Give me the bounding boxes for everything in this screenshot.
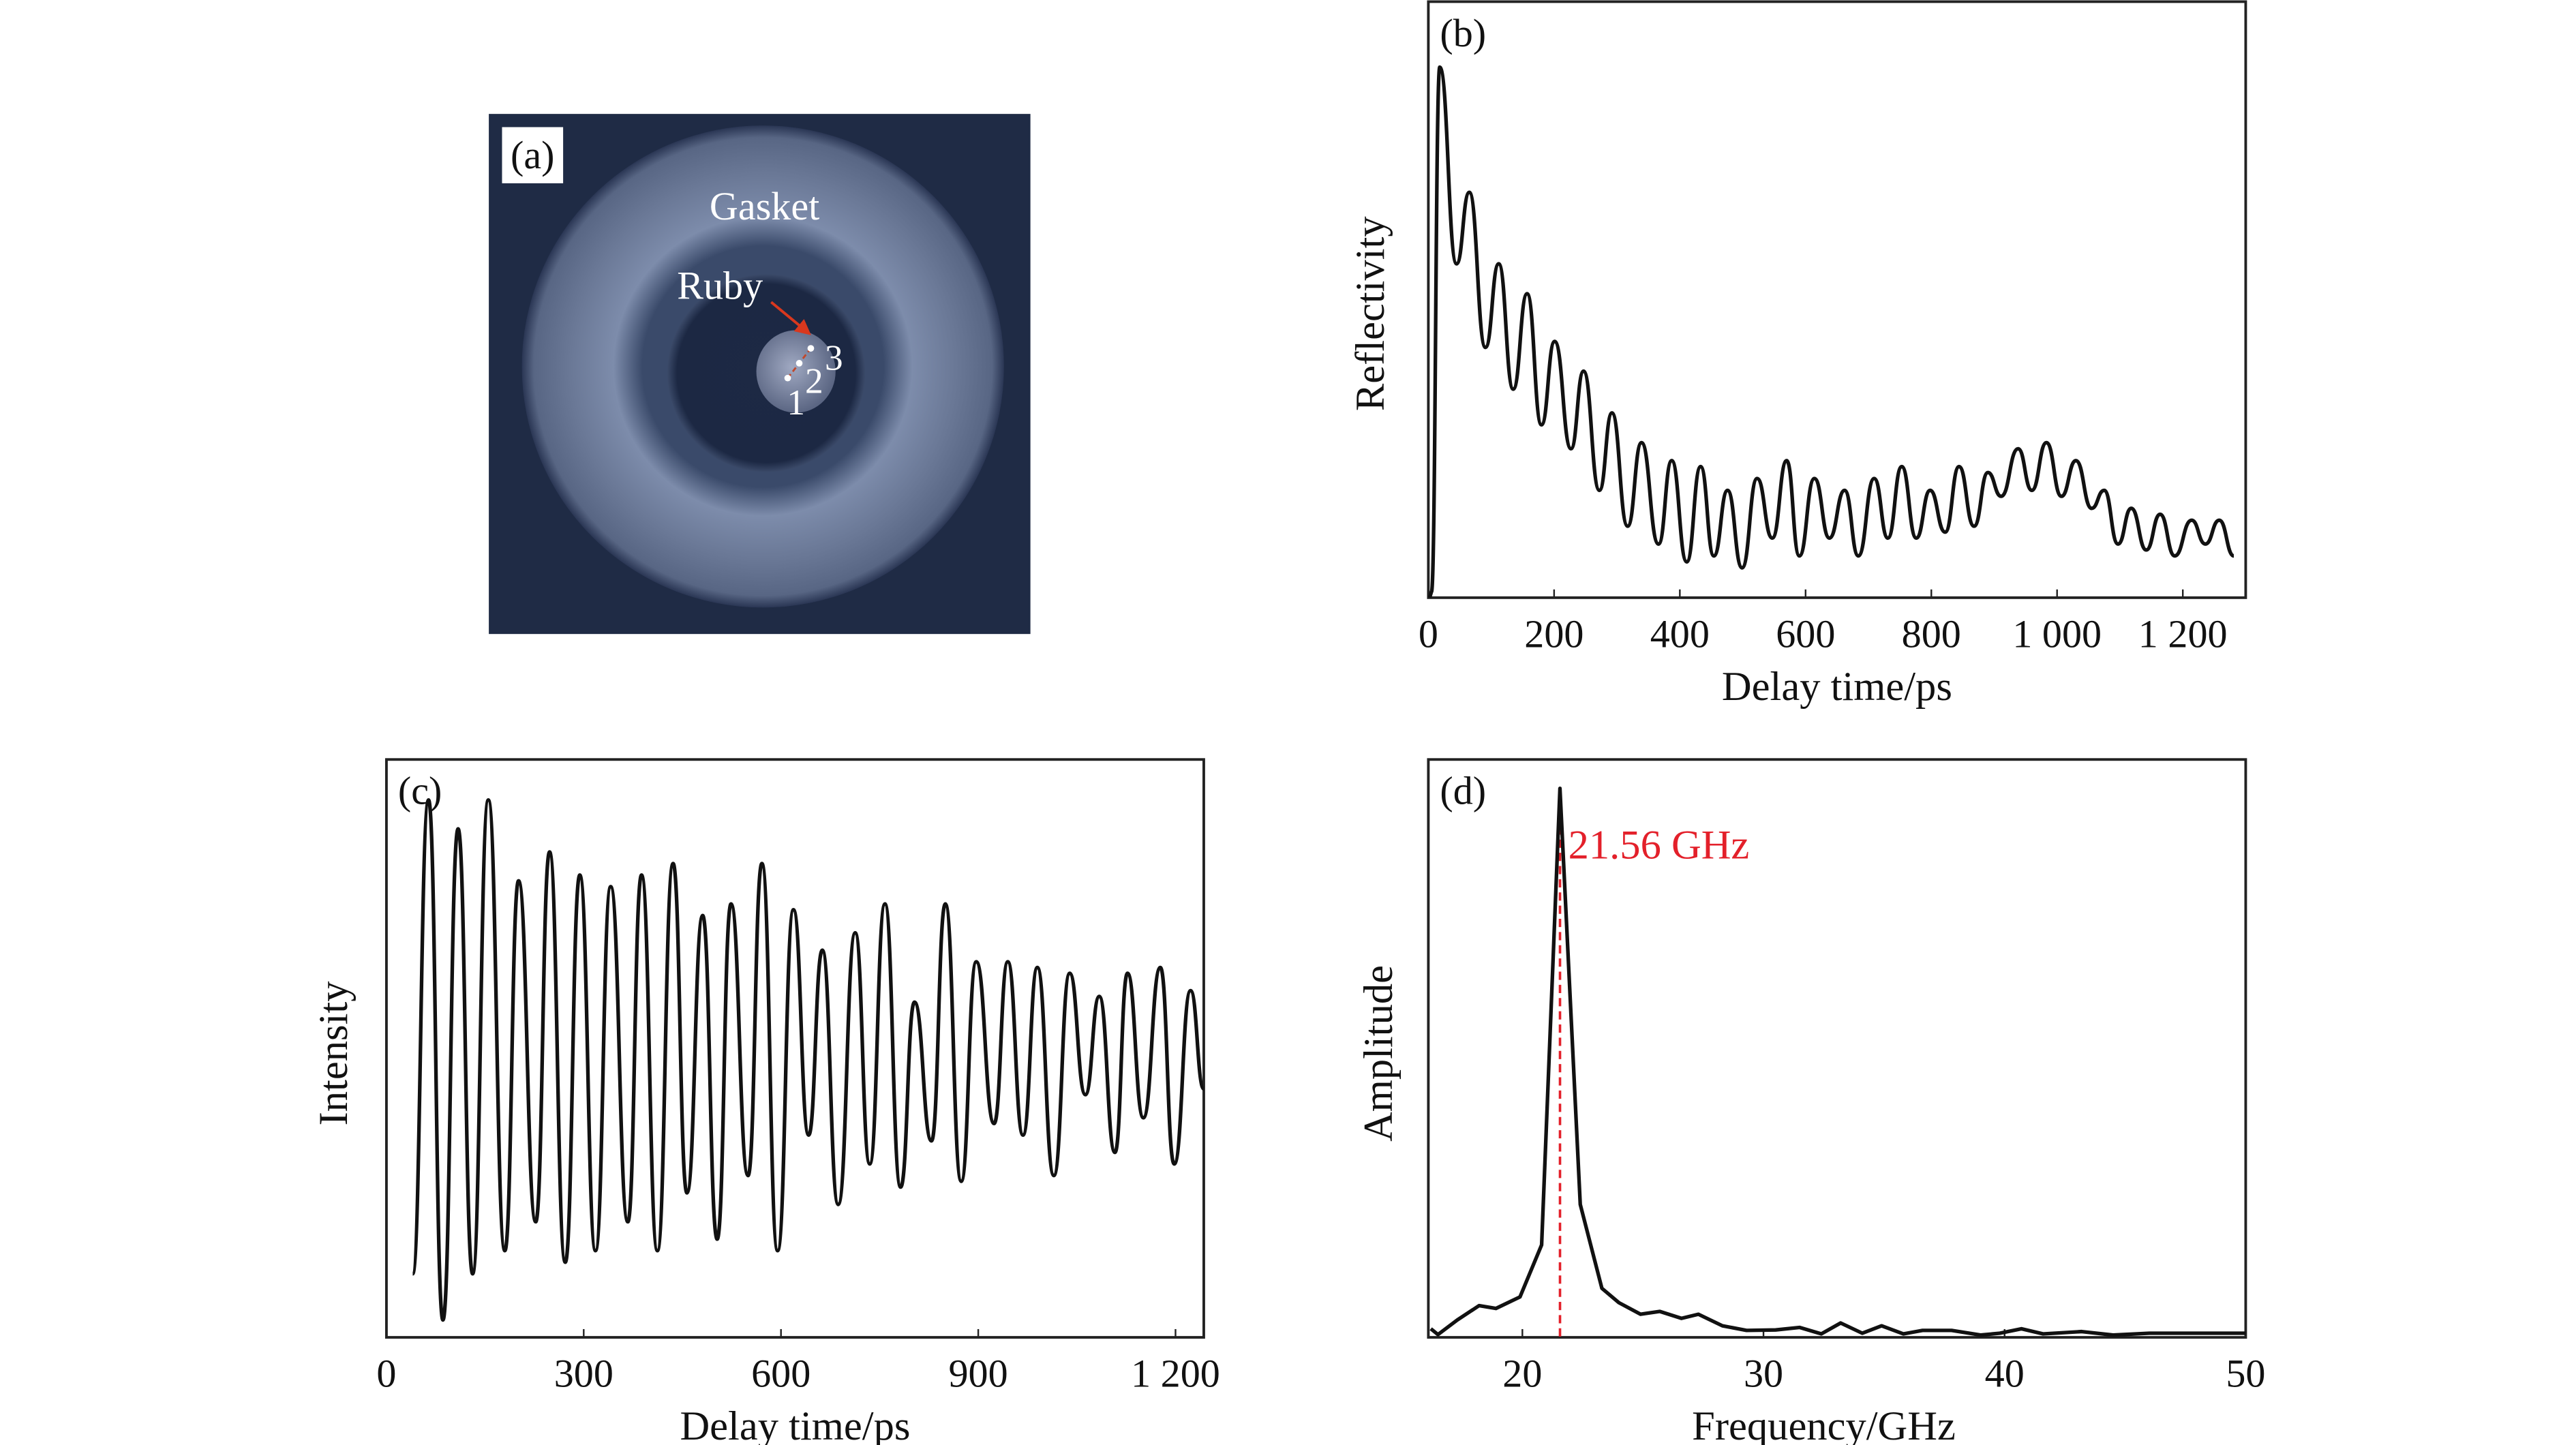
y-axis-label: Amplitude [1356,965,1401,1142]
plot-frame [1427,758,2247,1339]
x-tick-label: 200 [1524,612,1584,656]
measurement-point-2 [795,360,803,367]
x-tick-label: 0 [376,1352,396,1396]
y-axis-label: Intensity [311,981,357,1126]
ruby-sample [756,330,836,413]
panel-a-photo: (a) Gasket Ruby 1 2 3 [489,114,1031,635]
ruby-label: Ruby [677,263,763,307]
x-tick-label: 1 200 [2138,612,2228,656]
panel-a-label: (a) [511,133,555,177]
x-tick-label: 50 [2226,1352,2265,1396]
x-tick-label: 800 [1902,612,1961,656]
chart-panel-d: 20 30 40 50 Frequency/GHz Amplitude (d) 21.56 G… [1356,758,2265,1445]
x-tick-label: 400 [1650,612,1710,656]
point-label-3: 3 [825,338,843,378]
chart-panel-b: 0 200 400 600 800 1 000 1 200 Delay time/ps Refl… [1348,0,2247,710]
x-axis-label: Delay time/ps [680,1403,910,1445]
panel-label: (d) [1440,769,1486,813]
series-line [410,797,1206,1322]
x-tick-label: 300 [554,1352,613,1396]
ruby-arrow [770,301,812,335]
series-line [1427,65,2235,598]
x-tick-label: 20 [1502,1352,1542,1396]
plot-frame [1427,0,2247,599]
y-axis-label: Reflectivity [1348,216,1393,412]
x-axis-label: Frequency/GHz [1692,1403,1956,1445]
x-tick-label: 1 000 [2012,612,2102,656]
point-label-2: 2 [805,361,823,401]
series-line [1429,786,2246,1337]
x-axis-label: Delay time/ps [1722,664,1952,710]
x-tick-label: 30 [1744,1352,1783,1396]
measurement-point-1 [784,374,791,382]
x-tick-label: 40 [1985,1352,2025,1396]
plot-frame [384,758,1205,1339]
peak-annotation-label: 21.56 GHz [1569,823,1750,868]
panel-a-label-box [502,127,564,183]
panel-label: (b) [1440,11,1486,55]
panel-label: (c) [398,769,442,813]
x-tick-label: 1 200 [1131,1352,1220,1396]
gasket-label: Gasket [710,184,819,228]
chart-panel-c: 0 300 600 900 1 200 Delay time/ps Intensity (c) [311,758,1220,1445]
x-tick-label: 600 [1776,612,1835,656]
x-tick-label: 0 [1419,612,1438,656]
point-label-1: 1 [787,382,805,423]
x-tick-label: 900 [948,1352,1007,1396]
x-tick-label: 600 [751,1352,810,1396]
measurement-point-3 [807,345,815,352]
